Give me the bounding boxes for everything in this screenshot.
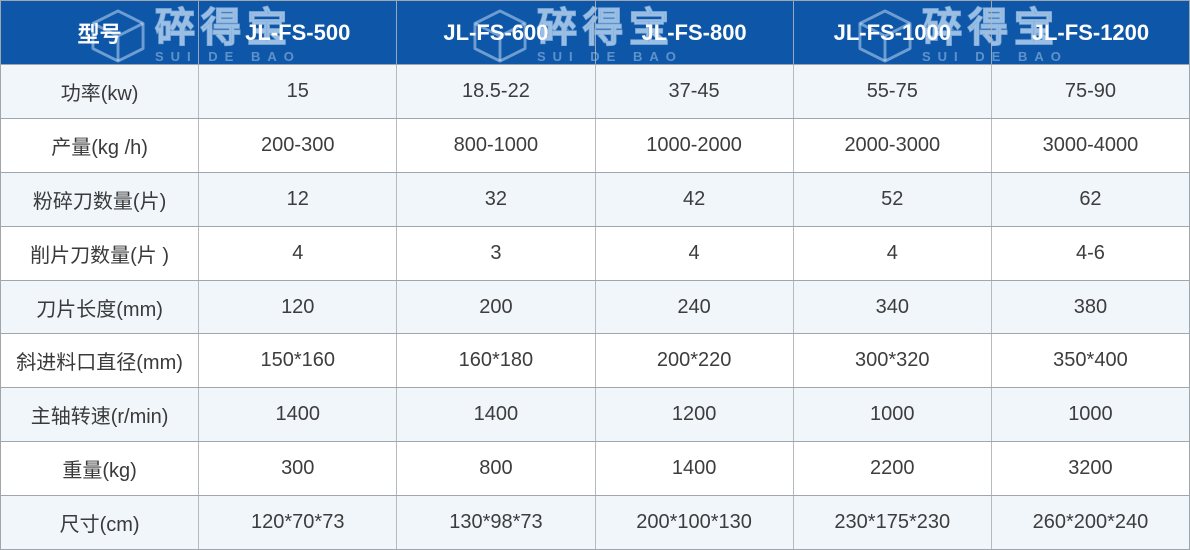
table-row: 产量(kg /h) 200-300 800-1000 1000-2000 2000-30… — [1, 118, 1189, 173]
cell-value: 300*320 — [794, 334, 992, 388]
header-model-jl-fs-1200: JL-FS-1200 — [1031, 19, 1150, 45]
cell-value: 120*70*73 — [199, 496, 398, 550]
row-label: 斜进料口直径(mm) — [1, 334, 200, 388]
table-body: 功率(kw) 15 18.5-22 37-45 55-75 75-90 产量(kg /h) 2… — [1, 65, 1189, 550]
cell-value: 240 — [596, 280, 794, 334]
cell-value: 1400 — [199, 388, 398, 442]
cell-value: 42 — [596, 172, 794, 226]
header-model-jl-fs-800: JL-FS-800 — [596, 1, 794, 64]
cell-value: 3200 — [1068, 457, 1113, 480]
cell-value: 300 — [199, 442, 398, 496]
table-row: 重量(kg) 300 800 1400 2200 3200 — [1, 442, 1189, 497]
cell-value: 260*200*240 — [1032, 511, 1149, 534]
cell-value: 160*180 — [397, 334, 596, 388]
cell-value: 4 — [794, 226, 992, 280]
row-label: 尺寸(cm) — [1, 496, 200, 550]
cell-value: 18.5-22 — [397, 65, 596, 118]
row-label: 功率(kw) — [1, 65, 200, 118]
row-label: 主轴转速(r/min) — [1, 388, 200, 442]
row-label: 产量(kg /h) — [1, 118, 200, 172]
cell-value: 37-45 — [596, 65, 794, 118]
cell-value: 4 — [596, 226, 794, 280]
cell-value: 200-300 — [199, 118, 398, 172]
header-model-label: 型号 — [1, 1, 200, 64]
cell-value: 1400 — [596, 442, 794, 496]
cell-value: 340 — [794, 280, 992, 334]
cell-value: 350*400 — [1053, 349, 1128, 372]
table-row: 刀片长度(mm) 120 200 240 340 380 — [1, 280, 1189, 335]
cell-value: 3 — [397, 226, 596, 280]
cell-value: 200*220 — [596, 334, 794, 388]
row-label: 粉碎刀数量(片) — [1, 172, 200, 226]
cell-value: 12 — [199, 172, 398, 226]
cell-value: 800 — [397, 442, 596, 496]
cell-value: 4-6 — [1075, 241, 1105, 264]
cell-value: 1400 — [397, 388, 596, 442]
row-label: 刀片长度(mm) — [1, 280, 200, 334]
cell-value: 1000-2000 — [596, 118, 794, 172]
table-row: 粉碎刀数量(片) 12 32 42 52 62 — [1, 172, 1189, 227]
row-label: 重量(kg) — [1, 442, 200, 496]
cell-value: 1000 — [1068, 403, 1113, 426]
cell-value: 2200 — [794, 442, 992, 496]
table-header-row: 碎得宝 SUI DE BAO 碎得宝 SUI DE BAO — [1, 1, 1189, 65]
cell-value: 200*100*130 — [596, 496, 794, 550]
cell-value: 4 — [199, 226, 398, 280]
cell-value: 200 — [397, 280, 596, 334]
cell-value: 32 — [397, 172, 596, 226]
header-model-jl-fs-500: JL-FS-500 — [199, 1, 398, 64]
cell-value: 1200 — [596, 388, 794, 442]
header-model-jl-fs-600: JL-FS-600 — [397, 1, 596, 64]
cell-value: 800-1000 — [397, 118, 596, 172]
cell-value: 1000 — [794, 388, 992, 442]
cell-value: 52 — [794, 172, 992, 226]
cell-value: 2000-3000 — [794, 118, 992, 172]
cell-value: 150*160 — [199, 334, 398, 388]
table-row: 削片刀数量(片 ) 4 3 4 4 4-6 — [1, 226, 1189, 281]
cell-value: 120 — [199, 280, 398, 334]
table-row: 尺寸(cm) 120*70*73 130*98*73 200*100*130 230*1… — [1, 496, 1189, 550]
table-row: 斜进料口直径(mm) 150*160 160*180 200*220 300*320 35… — [1, 334, 1189, 389]
table-row: 主轴转速(r/min) 1400 1400 1200 1000 1000 — [1, 388, 1189, 443]
cell-value: 3000-4000 — [1042, 133, 1139, 156]
table-row: 功率(kw) 15 18.5-22 37-45 55-75 75-90 — [1, 65, 1189, 119]
header-model-jl-fs-1000: JL-FS-1000 — [794, 1, 992, 64]
cell-value: 55-75 — [794, 65, 992, 118]
cell-value: 230*175*230 — [794, 496, 992, 550]
cell-value: 130*98*73 — [397, 496, 596, 550]
cell-value: 15 — [199, 65, 398, 118]
cell-value: 62 — [1079, 187, 1102, 210]
row-label: 削片刀数量(片 ) — [1, 226, 200, 280]
cell-value: 380 — [1073, 295, 1108, 318]
cell-value: 75-90 — [1064, 79, 1117, 102]
